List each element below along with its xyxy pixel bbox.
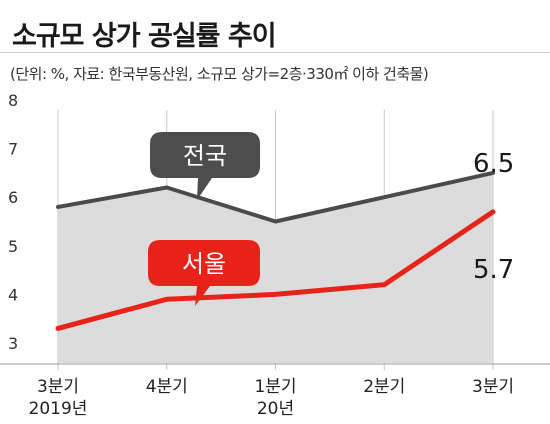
chart-title: 소규모 상가 공실률 추이 <box>12 21 277 52</box>
area-national <box>58 172 493 363</box>
series-seoul-line-point <box>492 211 494 213</box>
y-tick-label: 7 <box>8 140 18 159</box>
x-tick-label-line: 20년 <box>257 399 294 419</box>
series-seoul-line-point <box>383 284 385 286</box>
series-label-seoul: 서울 <box>182 250 226 278</box>
x-tick-label-line: 1분기 <box>254 377 296 397</box>
x-tick-label-line: 2분기 <box>363 377 405 397</box>
x-tick-label: 3분기 2019년 <box>29 377 88 419</box>
series-national-line-point <box>166 186 168 188</box>
x-tick-label: 4분기 <box>146 377 188 397</box>
series-national-line-point <box>57 206 59 208</box>
series-national-line-point <box>383 196 385 198</box>
x-tick-label-line: 3분기 <box>472 377 514 397</box>
x-tick-label: 2분기 <box>363 377 405 397</box>
series-seoul-line-point <box>275 293 276 295</box>
y-tick-label: 3 <box>8 334 18 353</box>
x-tick-label-line: 4분기 <box>146 377 188 397</box>
x-tick-label-line: 3분기 <box>37 377 79 397</box>
y-tick-label: 8 <box>8 91 18 110</box>
series-seoul-line-point <box>166 298 168 300</box>
x-tick-label-line: 2019년 <box>29 399 88 419</box>
y-tick-label: 5 <box>8 237 18 256</box>
series-label-national: 전국 <box>183 142 227 170</box>
series-national-line-point <box>275 221 276 222</box>
end-label-seoul: 5.7 <box>473 255 514 285</box>
chart-subtitle: (단위: %, 자료: 한국부동산원, 소규모 상가=2층·330㎡ 이하 건축… <box>10 65 429 83</box>
end-label-national: 6.5 <box>473 149 514 179</box>
y-tick-label: 4 <box>8 285 18 304</box>
title-divider <box>0 52 550 53</box>
x-tick-label: 3분기 <box>472 377 514 397</box>
series-national-line-point <box>492 172 494 174</box>
callout-seoul-bubble <box>148 240 260 306</box>
x-tick-label: 1분기 20년 <box>254 377 296 419</box>
callout-national-bubble <box>150 132 260 200</box>
y-tick-label: 6 <box>8 188 18 207</box>
series-seoul-line-point <box>57 327 59 329</box>
